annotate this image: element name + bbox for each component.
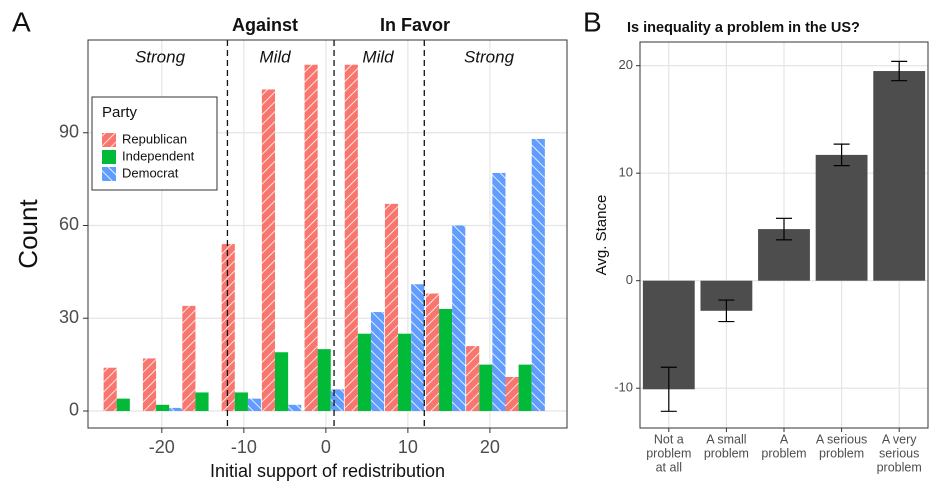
bar — [317, 349, 331, 411]
legend-swatch — [102, 150, 116, 164]
panel-label: B — [583, 6, 602, 37]
error-bar — [833, 143, 850, 167]
x-tick-label: A serious — [816, 432, 867, 446]
section-annotation: Strong — [135, 47, 186, 66]
x-tick-label: 10 — [398, 437, 418, 457]
x-tick-label: problem — [877, 460, 922, 474]
bar — [357, 333, 371, 411]
bar — [439, 308, 453, 411]
y-axis-label: Avg. Stance — [593, 195, 610, 276]
bar — [344, 64, 358, 411]
y-tick-label: 20 — [619, 57, 633, 72]
legend-title: Party — [102, 104, 138, 121]
bar — [288, 404, 302, 411]
bar — [304, 64, 318, 411]
bar — [169, 407, 183, 411]
bar — [466, 346, 480, 411]
chart-title: Is inequality a problem in the US? — [627, 20, 860, 36]
y-tick-label: 10 — [619, 165, 633, 180]
plot-border — [87, 39, 568, 429]
x-tick-label: problem — [761, 446, 806, 460]
x-tick-label: A — [780, 432, 789, 446]
bar — [452, 225, 466, 411]
bar — [330, 389, 344, 411]
bar — [142, 358, 157, 411]
panel-label: A — [12, 6, 31, 37]
legend-swatch — [102, 133, 116, 147]
x-axis-label: Initial support of redistribution — [210, 461, 445, 481]
bar — [116, 398, 130, 411]
bar — [492, 172, 506, 411]
x-tick-label: problem — [646, 446, 691, 460]
legend-label: Republican — [122, 131, 187, 146]
bar — [479, 364, 493, 411]
plot-border — [639, 41, 929, 429]
bar — [156, 404, 170, 411]
section-annotation: Mild — [362, 47, 394, 66]
x-tick-label: 20 — [480, 437, 500, 457]
bar — [261, 89, 276, 411]
error-bar — [891, 60, 908, 82]
legend-label: Democrat — [122, 165, 179, 180]
y-tick-label: 30 — [59, 307, 79, 327]
bar — [873, 71, 926, 281]
bar — [221, 244, 235, 411]
bar — [398, 333, 412, 411]
bar — [384, 203, 399, 411]
y-tick-label: 0 — [69, 400, 79, 420]
section-annotation: Mild — [259, 47, 291, 66]
bar — [182, 305, 196, 411]
bar — [247, 398, 262, 411]
x-tick-label: problem — [819, 446, 864, 460]
x-tick-label: A small — [706, 432, 746, 446]
error-bar — [776, 217, 792, 241]
x-tick-label: Not a — [654, 432, 684, 446]
y-tick-label: 90 — [59, 121, 79, 141]
legend: Party Republican Independent Democrat — [91, 96, 218, 191]
x-tick-label: at all — [656, 460, 682, 474]
x-tick-label: 0 — [321, 437, 331, 457]
y-tick-label: -10 — [614, 380, 633, 395]
y-tick-label: 60 — [59, 214, 79, 234]
bar — [275, 352, 289, 411]
bar — [531, 138, 545, 411]
x-tick-label: -10 — [231, 437, 257, 457]
bar — [103, 367, 117, 411]
bar — [518, 364, 532, 411]
bar — [370, 312, 385, 411]
bar — [411, 284, 425, 411]
bar — [505, 376, 519, 411]
y-tick-label: 0 — [626, 272, 633, 287]
bar — [815, 154, 868, 281]
bar — [195, 392, 209, 411]
error-bar — [660, 366, 677, 412]
bar — [425, 293, 440, 411]
x-tick-label: problem — [704, 446, 749, 460]
section-header: Against — [232, 15, 298, 35]
x-tick-label: A very — [882, 432, 917, 446]
error-bar — [718, 299, 735, 323]
legend-label: Independent — [122, 148, 195, 163]
x-tick-label: -20 — [149, 437, 175, 457]
section-annotation: Strong — [464, 47, 515, 66]
section-header: In Favor — [380, 15, 450, 35]
bar — [234, 392, 248, 411]
legend-swatch — [102, 167, 116, 181]
y-axis-label: Count — [13, 199, 43, 269]
x-tick-label: serious — [879, 446, 919, 460]
